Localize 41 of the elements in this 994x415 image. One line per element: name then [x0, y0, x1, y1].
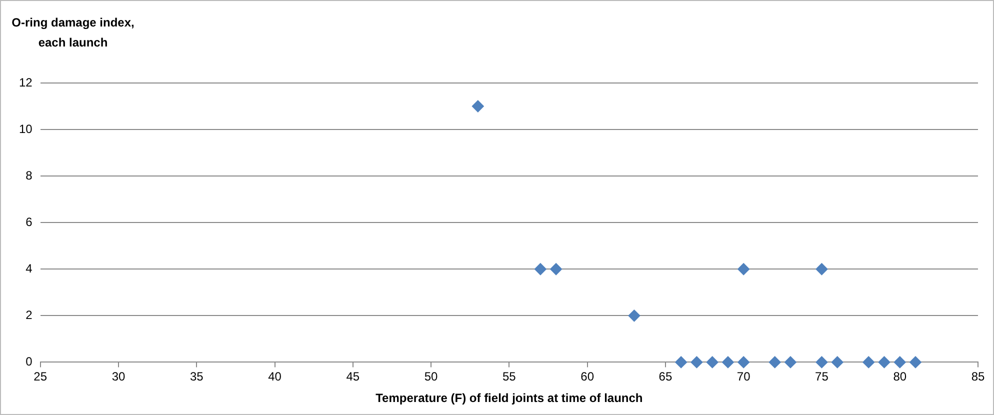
- point: [909, 356, 922, 368]
- point: [534, 263, 546, 276]
- x-tick-label: 60: [580, 370, 594, 384]
- y-tick-label: 0: [26, 354, 33, 369]
- point: [816, 356, 828, 368]
- point: [816, 263, 828, 276]
- point: [472, 100, 484, 112]
- point: [690, 356, 703, 368]
- x-tick-label: 80: [893, 370, 907, 384]
- point: [706, 356, 718, 368]
- x-tick-label: 85: [971, 370, 985, 384]
- x-tick-label: 75: [815, 370, 829, 384]
- x-tick-label: 70: [736, 370, 751, 384]
- y-tick-label: 4: [26, 261, 33, 276]
- x-axis-title: Temperature (F) of field joints at time of launch: [376, 391, 643, 406]
- point: [768, 356, 781, 368]
- point: [784, 356, 796, 368]
- point: [738, 356, 750, 368]
- y-tick-label: 2: [26, 308, 33, 322]
- x-tick-label: 35: [190, 370, 204, 384]
- x-tick-label: 30: [112, 370, 126, 384]
- point: [675, 356, 688, 368]
- x-tick-label: 50: [424, 370, 438, 384]
- y-tick-label: 6: [26, 214, 33, 229]
- point: [722, 356, 734, 368]
- point: [738, 263, 750, 276]
- point: [628, 310, 640, 322]
- x-tick-label: 55: [502, 370, 516, 384]
- point: [894, 356, 906, 368]
- y-tick-label: 8: [26, 168, 33, 182]
- point: [831, 356, 844, 368]
- x-tick-label: 40: [268, 370, 282, 384]
- point: [878, 356, 890, 368]
- y-axis-title: O-ring damage index, each launch: [12, 15, 134, 50]
- point: [550, 263, 562, 276]
- y-tick-label: 12: [18, 75, 33, 90]
- y-tick-label: 10: [18, 122, 33, 136]
- point: [862, 356, 875, 368]
- x-tick-label: 45: [346, 370, 360, 384]
- x-tick-label: 65: [658, 370, 672, 384]
- x-tick-label: 25: [34, 370, 48, 384]
